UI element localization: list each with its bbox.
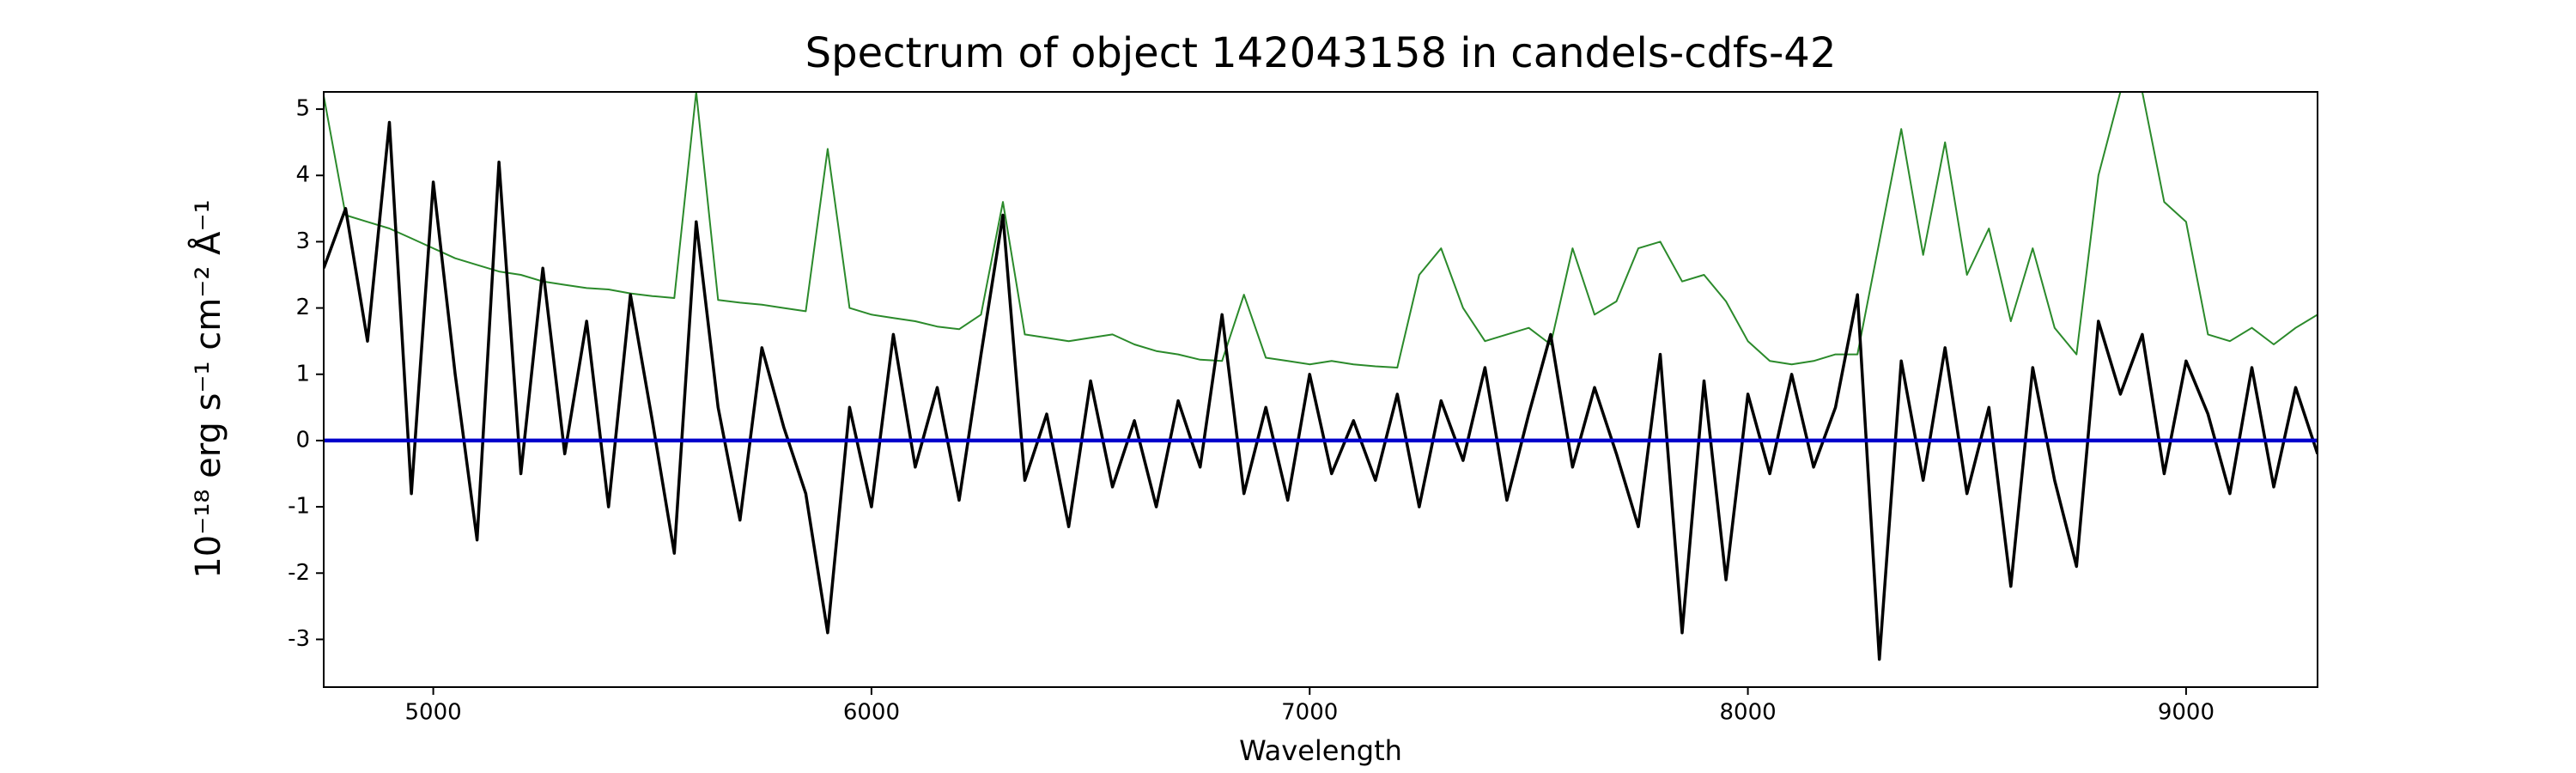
y-tick-label: -1 <box>288 494 310 520</box>
chart-title: Spectrum of object 142043158 in candels-… <box>805 29 1837 77</box>
y-tick-label: 4 <box>295 162 310 188</box>
plot-area <box>324 92 2318 661</box>
y-tick-label: -3 <box>288 626 310 652</box>
x-tick-label: 5000 <box>404 700 461 726</box>
y-tick-label: 2 <box>295 295 310 320</box>
plot-frame <box>323 91 2318 688</box>
spectrum-line <box>324 92 2318 368</box>
x-tick-label: 6000 <box>843 700 900 726</box>
x-axis-label: Wavelength <box>1239 734 1402 767</box>
x-tick-label: 9000 <box>2158 700 2215 726</box>
y-tick-label: 3 <box>295 228 310 254</box>
x-tick-label: 7000 <box>1281 700 1338 726</box>
y-tick-label: 0 <box>295 427 310 453</box>
y-tick-label: 5 <box>295 96 310 122</box>
spectrum-line <box>324 120 2318 661</box>
y-tick-label: -2 <box>288 560 310 586</box>
y-tick-label: 1 <box>295 361 310 386</box>
y-axis-label: 10⁻¹⁸ erg s⁻¹ cm⁻² Å⁻¹ <box>187 199 228 578</box>
x-tick-label: 8000 <box>1719 700 1776 726</box>
